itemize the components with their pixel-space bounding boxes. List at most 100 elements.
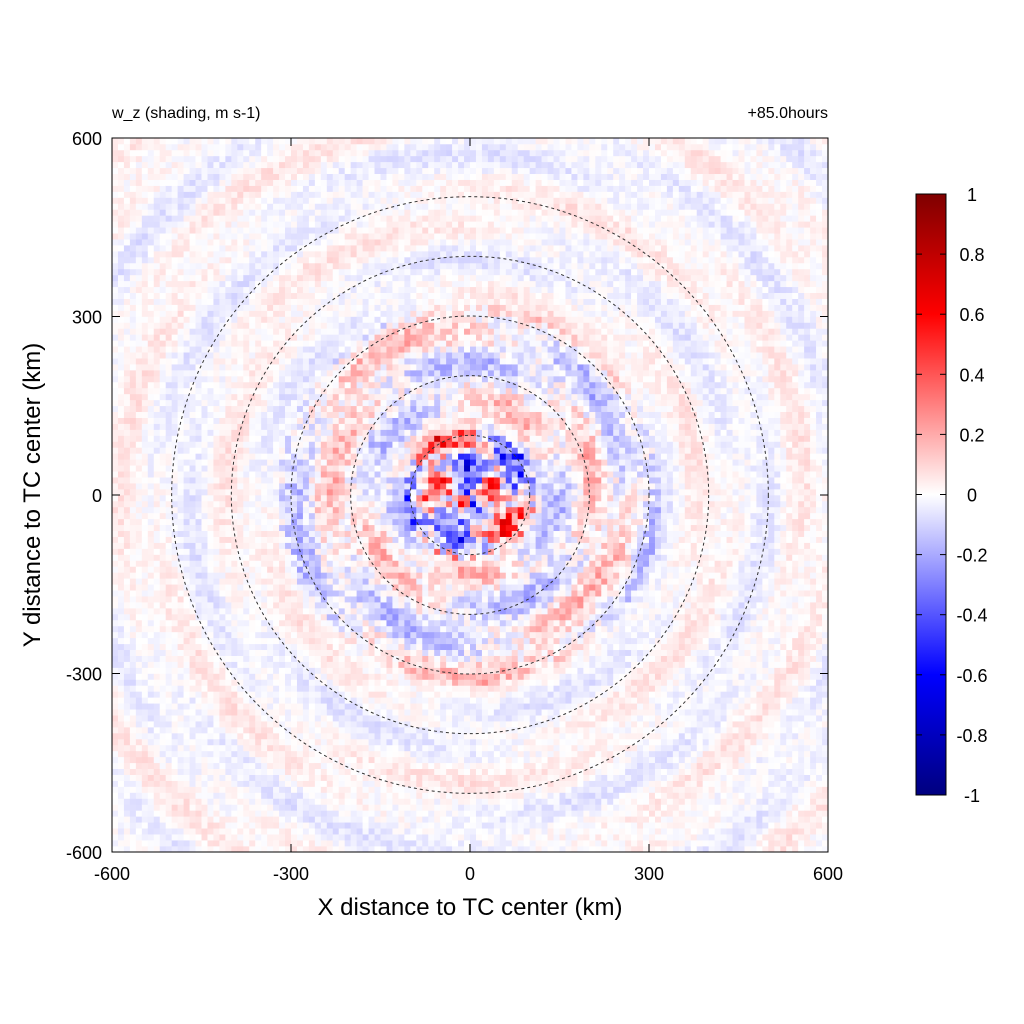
heatmap-cell — [213, 733, 220, 740]
heatmap-cell — [291, 381, 298, 389]
heatmap-cell — [159, 304, 166, 311]
heatmap-cell — [147, 846, 155, 852]
heatmap-cell — [243, 584, 250, 591]
heatmap-cell — [237, 721, 244, 728]
heatmap-cell — [213, 560, 220, 567]
heatmap-cell — [231, 619, 238, 627]
heatmap-cell — [320, 328, 328, 335]
heatmap-cell — [267, 227, 274, 234]
heatmap-cell — [135, 822, 143, 829]
heatmap-cell — [273, 203, 280, 210]
heatmap-cell — [141, 750, 149, 758]
heatmap-cell — [296, 352, 304, 359]
heatmap-cell — [123, 619, 131, 627]
heatmap-cell — [231, 608, 238, 615]
heatmap-cell — [285, 614, 292, 621]
heatmap-cell — [165, 179, 172, 186]
heatmap-cell — [231, 661, 238, 668]
heatmap-cell — [332, 822, 340, 829]
heatmap-cell — [296, 721, 304, 728]
heatmap-cell — [326, 810, 334, 817]
heatmap-cell — [296, 286, 304, 294]
heatmap-cell — [237, 173, 244, 180]
heatmap-cell — [153, 721, 161, 728]
heatmap-cell — [213, 441, 220, 448]
heatmap-cell — [153, 381, 161, 389]
heatmap-cell — [147, 405, 155, 413]
heatmap-cell — [302, 161, 310, 169]
heatmap-cell — [213, 810, 220, 817]
heatmap-cell — [320, 495, 328, 502]
heatmap-cell — [213, 715, 220, 722]
heatmap-cell — [129, 822, 137, 829]
heatmap-cell — [243, 649, 250, 656]
heatmap-cell — [159, 500, 166, 508]
heatmap-cell — [326, 453, 334, 460]
heatmap-cell — [314, 381, 322, 389]
heatmap-cell — [231, 393, 238, 401]
heatmap-cell — [302, 310, 310, 317]
heatmap-cell — [285, 221, 292, 228]
heatmap-cell — [147, 715, 155, 722]
heatmap-cell — [141, 715, 149, 722]
heatmap-cell — [117, 227, 125, 234]
heatmap-cell — [237, 471, 244, 478]
heatmap-cell — [338, 631, 345, 639]
heatmap-cell — [129, 679, 137, 686]
heatmap-cell — [207, 155, 214, 163]
heatmap-cell — [255, 584, 262, 591]
heatmap-cell — [195, 673, 202, 680]
heatmap-cell — [302, 542, 310, 549]
heatmap-cell — [141, 614, 149, 621]
heatmap-cell — [255, 227, 262, 234]
heatmap-cell — [249, 483, 256, 490]
heatmap-cell — [219, 286, 226, 294]
heatmap-cell — [195, 257, 202, 264]
heatmap-cell — [171, 376, 178, 383]
heatmap-cell — [153, 233, 161, 240]
heatmap-cell — [213, 762, 220, 770]
heatmap-cell — [237, 221, 244, 228]
heatmap-cell — [320, 173, 328, 180]
heatmap-cell — [147, 495, 155, 502]
heatmap-cell — [135, 738, 143, 746]
heatmap-cell — [225, 251, 232, 258]
heatmap-cell — [225, 536, 232, 543]
heatmap-cell — [117, 334, 125, 341]
heatmap-cell — [165, 495, 172, 502]
heatmap-cell — [273, 304, 280, 311]
heatmap-cell — [231, 292, 238, 299]
heatmap-cell — [165, 554, 172, 561]
heatmap-cell — [296, 447, 304, 454]
heatmap-cell — [302, 209, 310, 216]
heatmap-cell — [213, 608, 220, 615]
heatmap-cell — [123, 524, 131, 532]
heatmap-cell — [296, 489, 304, 496]
heatmap-cell — [159, 495, 166, 502]
heatmap-cell — [201, 370, 208, 377]
heatmap-cell — [267, 542, 274, 549]
heatmap-cell — [279, 477, 286, 484]
heatmap-cell — [153, 138, 161, 145]
heatmap-cell — [195, 304, 202, 311]
heatmap-cell — [201, 316, 208, 323]
heatmap-cell — [123, 161, 131, 169]
heatmap-cell — [314, 643, 322, 651]
heatmap-cell — [147, 798, 155, 805]
heatmap-cell — [314, 262, 322, 270]
heatmap-cell — [112, 744, 119, 752]
heatmap-cell — [261, 489, 268, 496]
heatmap-cell — [129, 286, 137, 294]
heatmap-cell — [314, 161, 322, 169]
heatmap-cell — [243, 245, 250, 252]
heatmap-cell — [207, 578, 214, 585]
heatmap-cell — [267, 435, 274, 442]
heatmap-cell — [135, 340, 143, 347]
heatmap-cell — [326, 798, 334, 805]
heatmap-cell — [171, 661, 178, 668]
heatmap-cell — [129, 197, 137, 204]
heatmap-cell — [344, 578, 351, 585]
heatmap-cell — [165, 602, 172, 609]
heatmap-cell — [243, 786, 250, 793]
heatmap-cell — [356, 846, 363, 852]
